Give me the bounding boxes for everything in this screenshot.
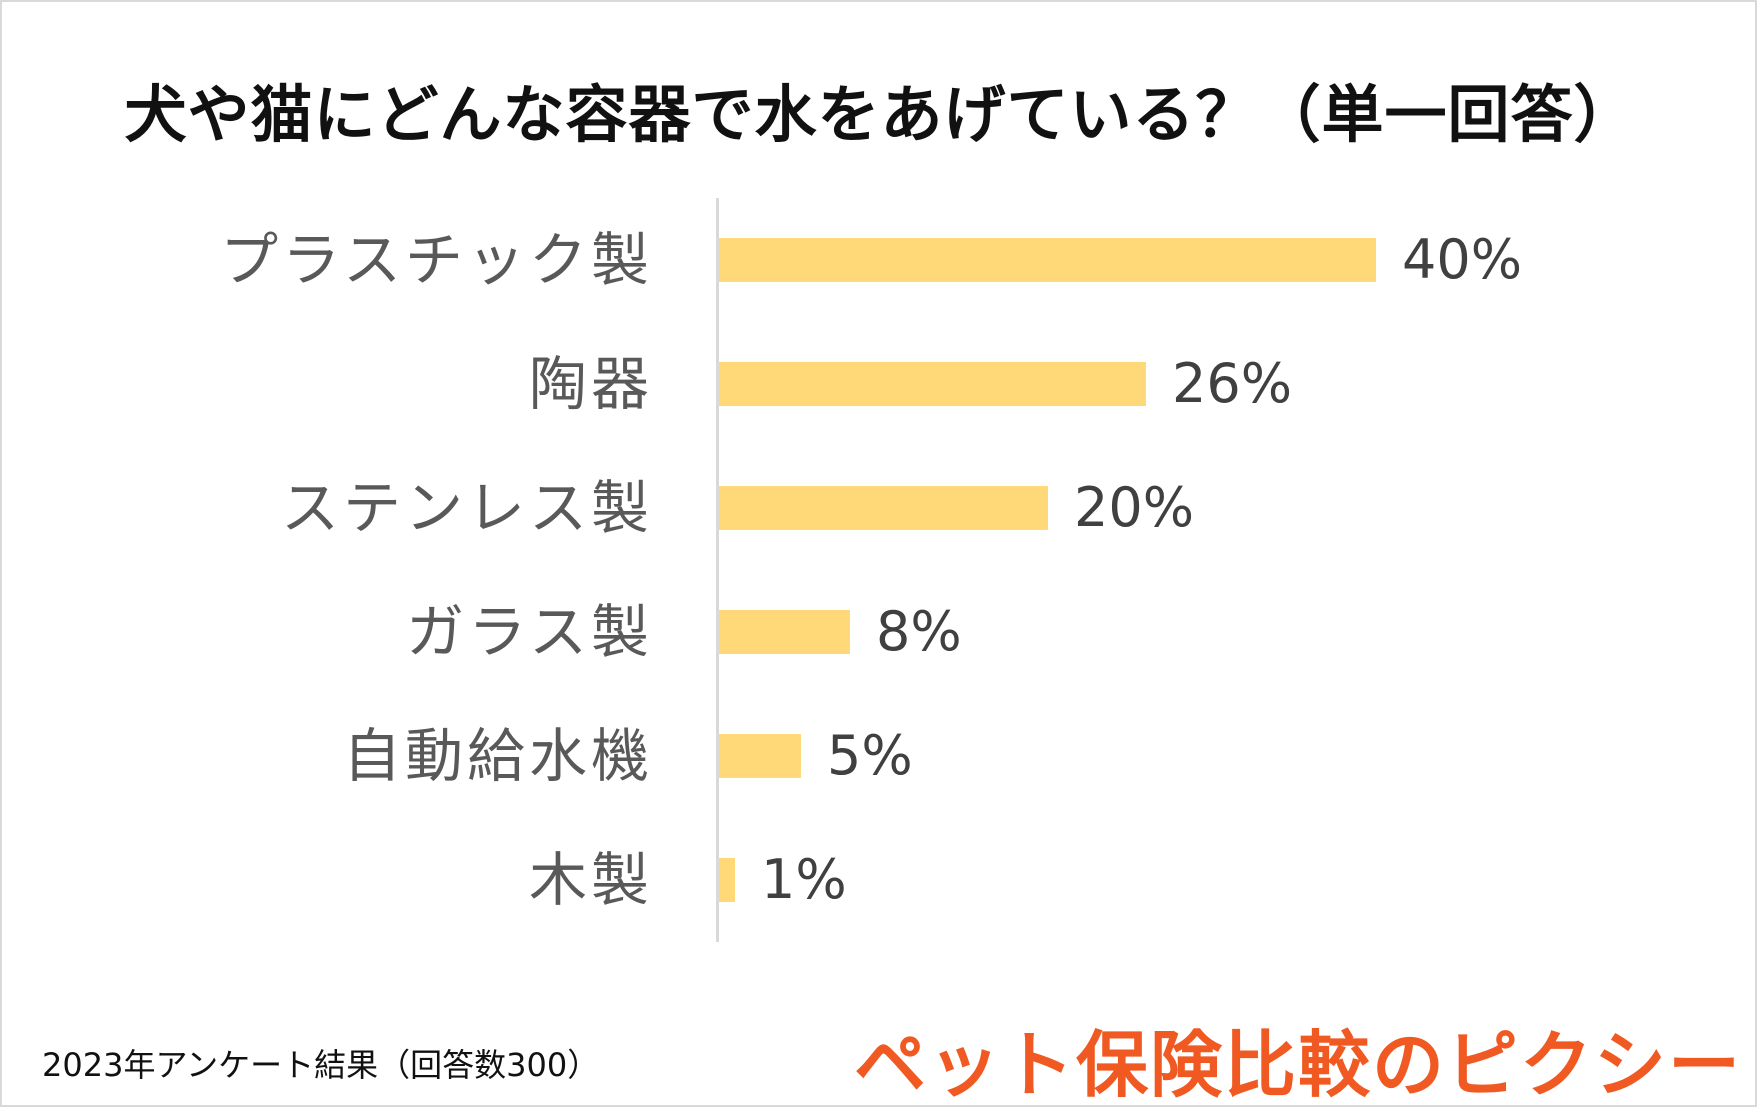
y-axis-line xyxy=(716,198,719,942)
brand-logo: ペット保険比較のピクシー xyxy=(854,1023,1743,1107)
category-label: 木製 xyxy=(528,846,653,914)
category-label: ガラス製 xyxy=(406,598,653,666)
chart-title: 犬や猫にどんな容器で水をあげている？（単一回答） xyxy=(124,78,1637,151)
bar xyxy=(719,610,850,654)
category-label: ステンレス製 xyxy=(280,474,653,542)
category-label: 自動給水機 xyxy=(342,722,653,790)
value-label: 26% xyxy=(1172,352,1293,415)
value-label: 5% xyxy=(827,724,913,787)
footnote: 2023年アンケート結果（回答数300） xyxy=(42,1046,600,1084)
bar xyxy=(719,362,1146,406)
bar xyxy=(719,238,1376,282)
value-label: 40% xyxy=(1402,228,1523,291)
bar xyxy=(719,486,1048,530)
category-label: 陶器 xyxy=(528,350,653,418)
bar xyxy=(719,734,801,778)
bar xyxy=(719,858,735,902)
value-label: 20% xyxy=(1074,476,1195,539)
value-label: 8% xyxy=(876,600,962,663)
value-label: 1% xyxy=(761,848,847,911)
category-label: プラスチック製 xyxy=(220,226,653,294)
